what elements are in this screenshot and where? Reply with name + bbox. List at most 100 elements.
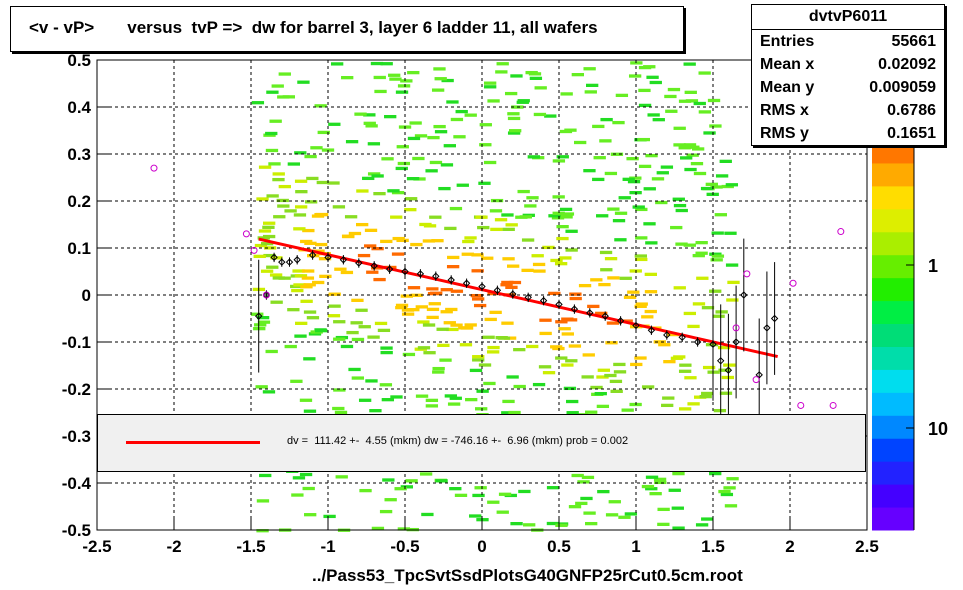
density-cell: [709, 471, 722, 476]
density-cell: [684, 167, 697, 172]
density-cell: [355, 308, 368, 312]
density-cell: [502, 227, 515, 232]
density-cell: [318, 257, 332, 261]
density-cell: [539, 331, 552, 336]
density-cell: [675, 242, 688, 246]
density-cell: [585, 521, 598, 526]
density-cell: [427, 291, 441, 296]
density-cell: [450, 289, 464, 293]
density-cell: [592, 177, 605, 182]
density-cell: [692, 302, 706, 306]
density-cell: [262, 225, 275, 229]
density-cell: [310, 146, 323, 150]
profile-point: [478, 282, 486, 291]
outlier-point: [837, 228, 845, 236]
density-cell: [513, 347, 526, 352]
profile-point: [732, 338, 740, 346]
density-cell: [597, 489, 610, 494]
density-cell: [634, 304, 647, 308]
density-cell: [583, 67, 596, 71]
density-cell: [377, 328, 391, 333]
density-cell: [605, 341, 618, 345]
density-cell: [651, 177, 665, 181]
density-cell: [707, 370, 720, 374]
density-cell: [679, 363, 692, 367]
palette-tick-label: 1: [928, 256, 938, 276]
density-cell: [709, 124, 722, 128]
density-cell: [538, 365, 552, 369]
density-cell: [604, 257, 618, 261]
density-cell: [484, 85, 497, 89]
density-cell: [727, 280, 740, 285]
density-cell: [638, 65, 652, 70]
density-cell: [518, 489, 531, 494]
density-cell: [327, 181, 340, 185]
density-cell: [715, 174, 729, 178]
density-cell: [634, 254, 648, 258]
density-cell: [291, 288, 304, 293]
density-cell: [364, 228, 378, 232]
density-cell: [400, 294, 413, 298]
density-cell: [494, 218, 508, 222]
density-cell: [419, 472, 433, 476]
density-cell: [672, 471, 685, 476]
density-cell: [269, 119, 282, 123]
density-cell: [501, 280, 514, 285]
density-cell: [312, 280, 325, 285]
density-cell: [443, 144, 456, 148]
density-cell: [304, 241, 317, 245]
density-cell: [683, 311, 697, 316]
density-cell: [407, 136, 421, 141]
density-cell: [649, 492, 662, 496]
profile-point: [663, 331, 671, 339]
profile-point: [324, 253, 332, 262]
density-cell: [521, 238, 535, 242]
density-cell: [478, 181, 491, 185]
density-cell: [284, 209, 297, 213]
density-cell: [583, 511, 596, 515]
density-cell: [426, 287, 439, 291]
density-cell: [508, 410, 521, 415]
density-cell: [725, 183, 739, 187]
density-cell: [284, 344, 297, 349]
profile-point: [401, 267, 409, 276]
density-cell: [610, 152, 624, 156]
density-cell: [299, 398, 313, 402]
density-cell: [423, 351, 436, 355]
density-cell: [358, 325, 371, 329]
density-cell: [668, 488, 681, 492]
density-cell: [396, 145, 409, 149]
density-cell: [510, 74, 523, 78]
density-cell: [447, 255, 460, 260]
density-cell: [565, 248, 578, 252]
density-cell: [719, 159, 732, 163]
density-cell: [365, 379, 378, 383]
density-cell: [426, 315, 439, 320]
stats-row-rms-x: RMS x 0.6786: [752, 99, 944, 122]
density-cell: [395, 90, 409, 94]
density-cell: [699, 394, 712, 399]
density-cell: [257, 320, 271, 324]
density-cell: [316, 180, 329, 185]
density-cell: [391, 190, 405, 195]
density-cell: [294, 274, 308, 278]
density-cell: [287, 308, 300, 312]
density-cell: [487, 345, 500, 350]
density-cell: [526, 196, 539, 200]
stats-key: Entries: [760, 33, 815, 50]
density-cell: [354, 112, 367, 116]
density-cell: [302, 228, 315, 233]
density-cell: [641, 385, 655, 389]
density-cell: [561, 317, 574, 321]
density-cell: [709, 289, 722, 293]
density-cell: [429, 160, 443, 165]
density-cell: [332, 205, 346, 209]
outlier-point: [262, 291, 270, 299]
density-cell: [469, 368, 483, 373]
palette-cell: [872, 369, 914, 393]
density-cell: [364, 244, 377, 248]
density-cell: [715, 310, 728, 314]
density-cell: [662, 396, 675, 400]
density-cell: [618, 515, 631, 519]
profile-point: [493, 286, 502, 295]
